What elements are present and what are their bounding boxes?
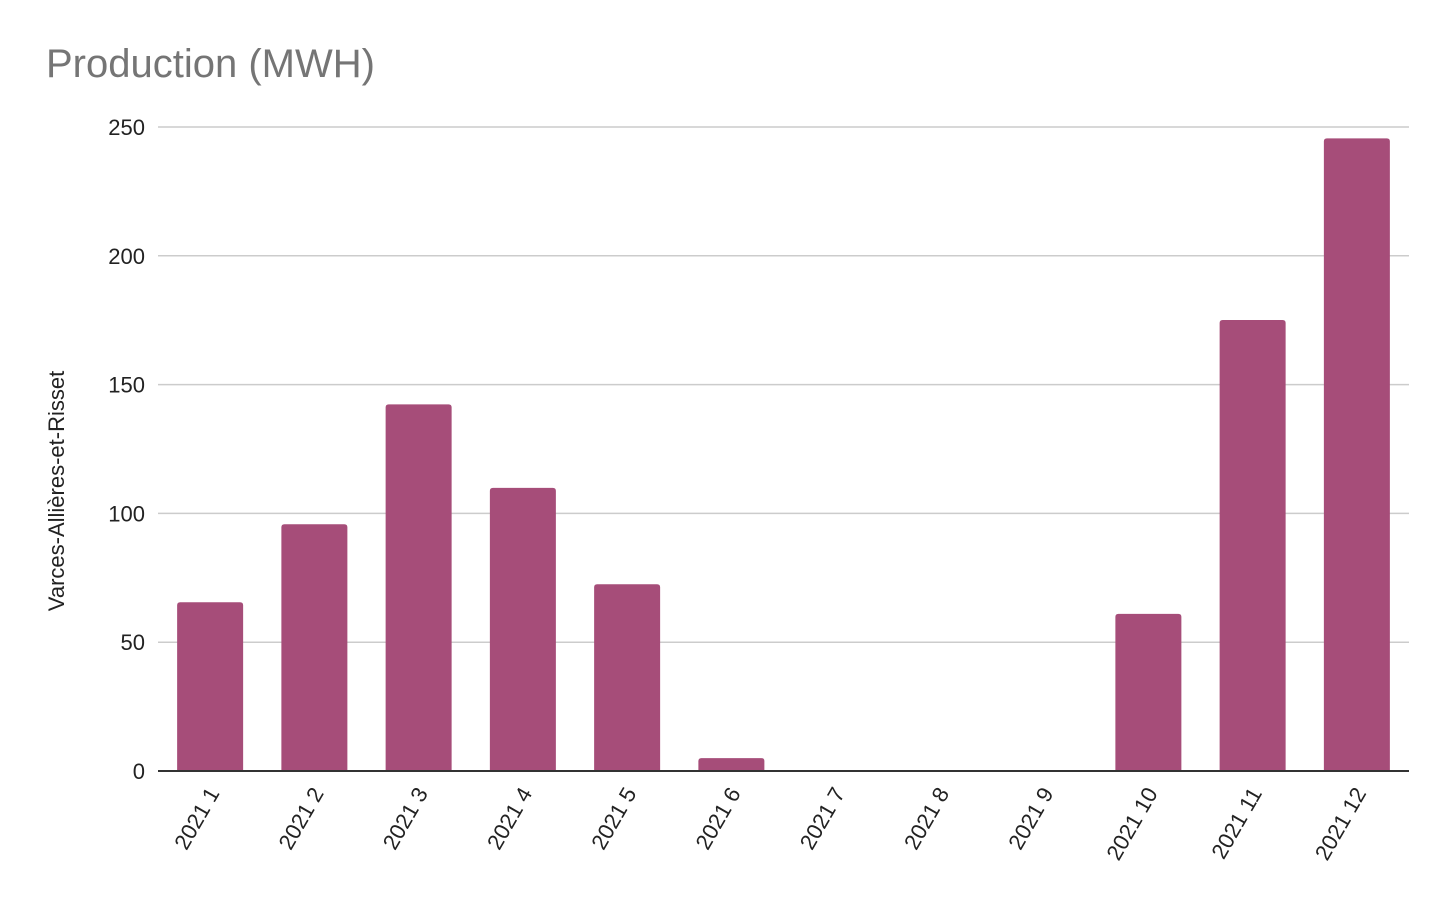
- x-tick-label: 2021 6: [690, 783, 745, 854]
- bar: [1219, 319, 1286, 771]
- x-axis-ticks: 2021 1 2021 2 2021 3 2021 4 2021 5 2021 6 2021…: [169, 783, 1371, 864]
- bar: [281, 524, 348, 771]
- bar: [385, 404, 452, 771]
- bar: [489, 487, 556, 771]
- x-tick-label: 2021 8: [899, 783, 954, 854]
- x-tick-label: 2021 3: [378, 783, 433, 854]
- y-tick-label: 100: [108, 501, 145, 526]
- y-tick-label: 250: [108, 115, 145, 140]
- bar: [594, 584, 661, 771]
- x-tick-label: 2021 10: [1101, 783, 1162, 864]
- y-axis-ticks: 0 50 100 150 200 250: [108, 115, 145, 784]
- x-tick-label: 2021 1: [169, 783, 224, 854]
- bar: [698, 758, 765, 771]
- y-tick-label: 50: [121, 630, 145, 655]
- y-tick-label: 150: [108, 373, 145, 398]
- bars: [177, 138, 1390, 771]
- x-tick-label: 2021 12: [1310, 783, 1371, 864]
- x-tick-label: 2021 7: [795, 783, 850, 854]
- x-tick-label: 2021 9: [1003, 783, 1058, 854]
- bar: [1115, 613, 1182, 771]
- x-tick-label: 2021 11: [1206, 783, 1267, 863]
- chart-title: Production (MWH): [46, 42, 375, 86]
- gridlines: [158, 126, 1409, 643]
- bar: [1323, 138, 1390, 771]
- bar: [177, 602, 244, 771]
- y-axis-title: Varces-Allières-et-Risset: [44, 371, 69, 611]
- x-tick-label: 2021 2: [273, 783, 328, 854]
- x-tick-label: 2021 5: [586, 783, 641, 854]
- y-tick-label: 0: [133, 759, 145, 784]
- y-tick-label: 200: [108, 244, 145, 269]
- x-tick-label: 2021 4: [482, 783, 537, 854]
